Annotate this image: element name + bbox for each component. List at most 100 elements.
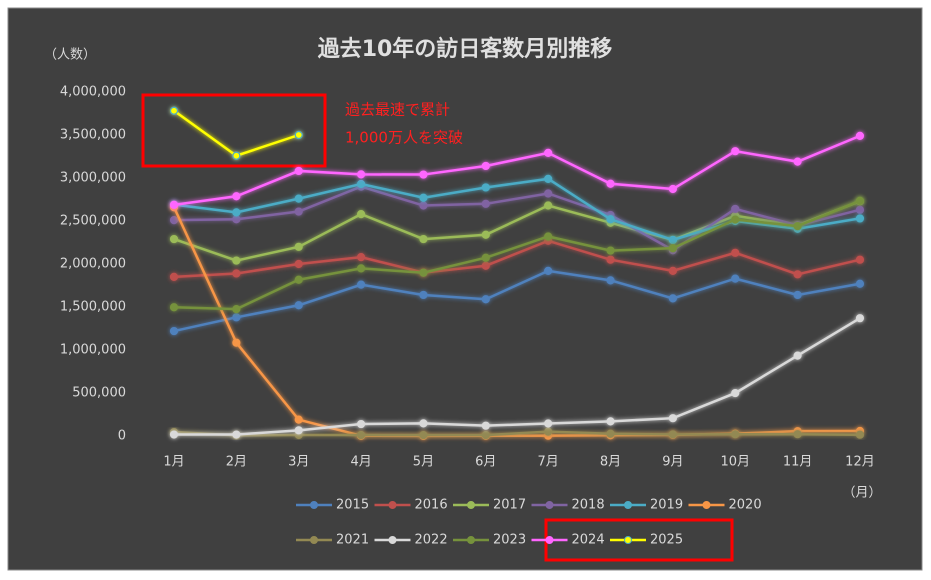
legend-marker (545, 501, 554, 509)
marker (481, 253, 490, 262)
x-tick-label: 11月 (783, 455, 813, 470)
x-tick-label: 6月 (475, 455, 496, 470)
legend-marker (467, 501, 475, 509)
legend-marker (702, 501, 711, 509)
marker (294, 194, 303, 203)
marker (544, 189, 553, 198)
y-tick-label: 3,000,000 (60, 171, 126, 186)
legend-marker (624, 501, 632, 509)
x-tick-label: 9月 (662, 455, 683, 470)
legend-label: 2016 (415, 498, 448, 513)
marker (419, 419, 428, 428)
marker (419, 193, 428, 202)
marker (356, 253, 366, 262)
marker (668, 294, 677, 303)
marker (855, 131, 865, 140)
x-axis-label: （月） (842, 486, 881, 501)
marker (606, 417, 615, 426)
annotation: 1,000万人を突破 (345, 129, 463, 147)
marker (419, 290, 428, 300)
marker (481, 295, 490, 304)
marker (855, 430, 865, 439)
y-tick-label: 4,000,000 (60, 85, 126, 100)
series (169, 197, 865, 265)
marker (356, 419, 366, 429)
marker (232, 313, 241, 322)
marker (419, 201, 428, 210)
marker (356, 264, 366, 273)
marker (419, 170, 428, 179)
marker (232, 305, 241, 314)
legend-label: 2018 (572, 498, 605, 513)
marker (481, 421, 490, 430)
marker (169, 430, 179, 439)
marker (169, 200, 179, 209)
marker (606, 255, 615, 264)
legend-marker (310, 501, 318, 509)
marker (481, 261, 490, 270)
y-tick-label: 1,500,000 (60, 300, 126, 315)
y-tick-label: 1,000,000 (60, 343, 126, 358)
marker (544, 148, 553, 157)
marker (169, 272, 179, 281)
marker (544, 174, 553, 183)
legend-label: 2021 (336, 533, 369, 548)
marker (731, 147, 740, 156)
marker (169, 303, 179, 312)
marker (419, 268, 428, 277)
x-tick-label: 3月 (288, 455, 309, 470)
marker (855, 205, 865, 214)
marker (356, 210, 366, 219)
marker (294, 415, 303, 424)
line (173, 134, 861, 207)
legend-label: 2022 (415, 533, 448, 548)
marker (606, 179, 615, 188)
line (173, 185, 861, 252)
marker (356, 179, 366, 189)
legend-label: 2017 (493, 498, 526, 513)
marker (169, 216, 179, 225)
highlight-box (141, 93, 327, 168)
marker (169, 106, 179, 115)
annotation: 過去最速で累計 (345, 101, 450, 119)
x-tick-label: 2月 (226, 455, 247, 470)
legend-label: 2023 (493, 533, 526, 548)
marker (356, 280, 366, 289)
y-tick-label: 2,000,000 (60, 257, 126, 272)
marker (606, 215, 615, 224)
marker (169, 234, 179, 244)
line (173, 200, 861, 262)
marker (294, 259, 303, 269)
legend-marker (388, 536, 397, 544)
marker (793, 221, 802, 231)
legend-marker (388, 501, 397, 509)
line (173, 430, 860, 437)
marker (232, 256, 241, 265)
series (169, 106, 303, 160)
x-tick-label: 7月 (538, 455, 559, 470)
marker (855, 214, 865, 223)
marker (232, 208, 241, 217)
marker (294, 166, 303, 176)
marker (356, 170, 366, 179)
legend-label: 2024 (572, 533, 605, 548)
line (173, 199, 861, 311)
marker (731, 204, 740, 214)
marker (169, 326, 179, 336)
marker (855, 279, 865, 288)
marker (731, 274, 740, 283)
x-tick-label: 5月 (413, 455, 434, 470)
marker (855, 255, 865, 264)
marker (232, 269, 241, 278)
line (173, 269, 861, 333)
line (173, 239, 861, 279)
marker (668, 244, 677, 253)
series (169, 314, 865, 439)
marker (481, 161, 490, 171)
marker (668, 414, 677, 423)
marker (356, 430, 366, 440)
series (169, 427, 865, 440)
y-tick-label: 3,500,000 (60, 128, 126, 143)
marker (855, 196, 865, 205)
